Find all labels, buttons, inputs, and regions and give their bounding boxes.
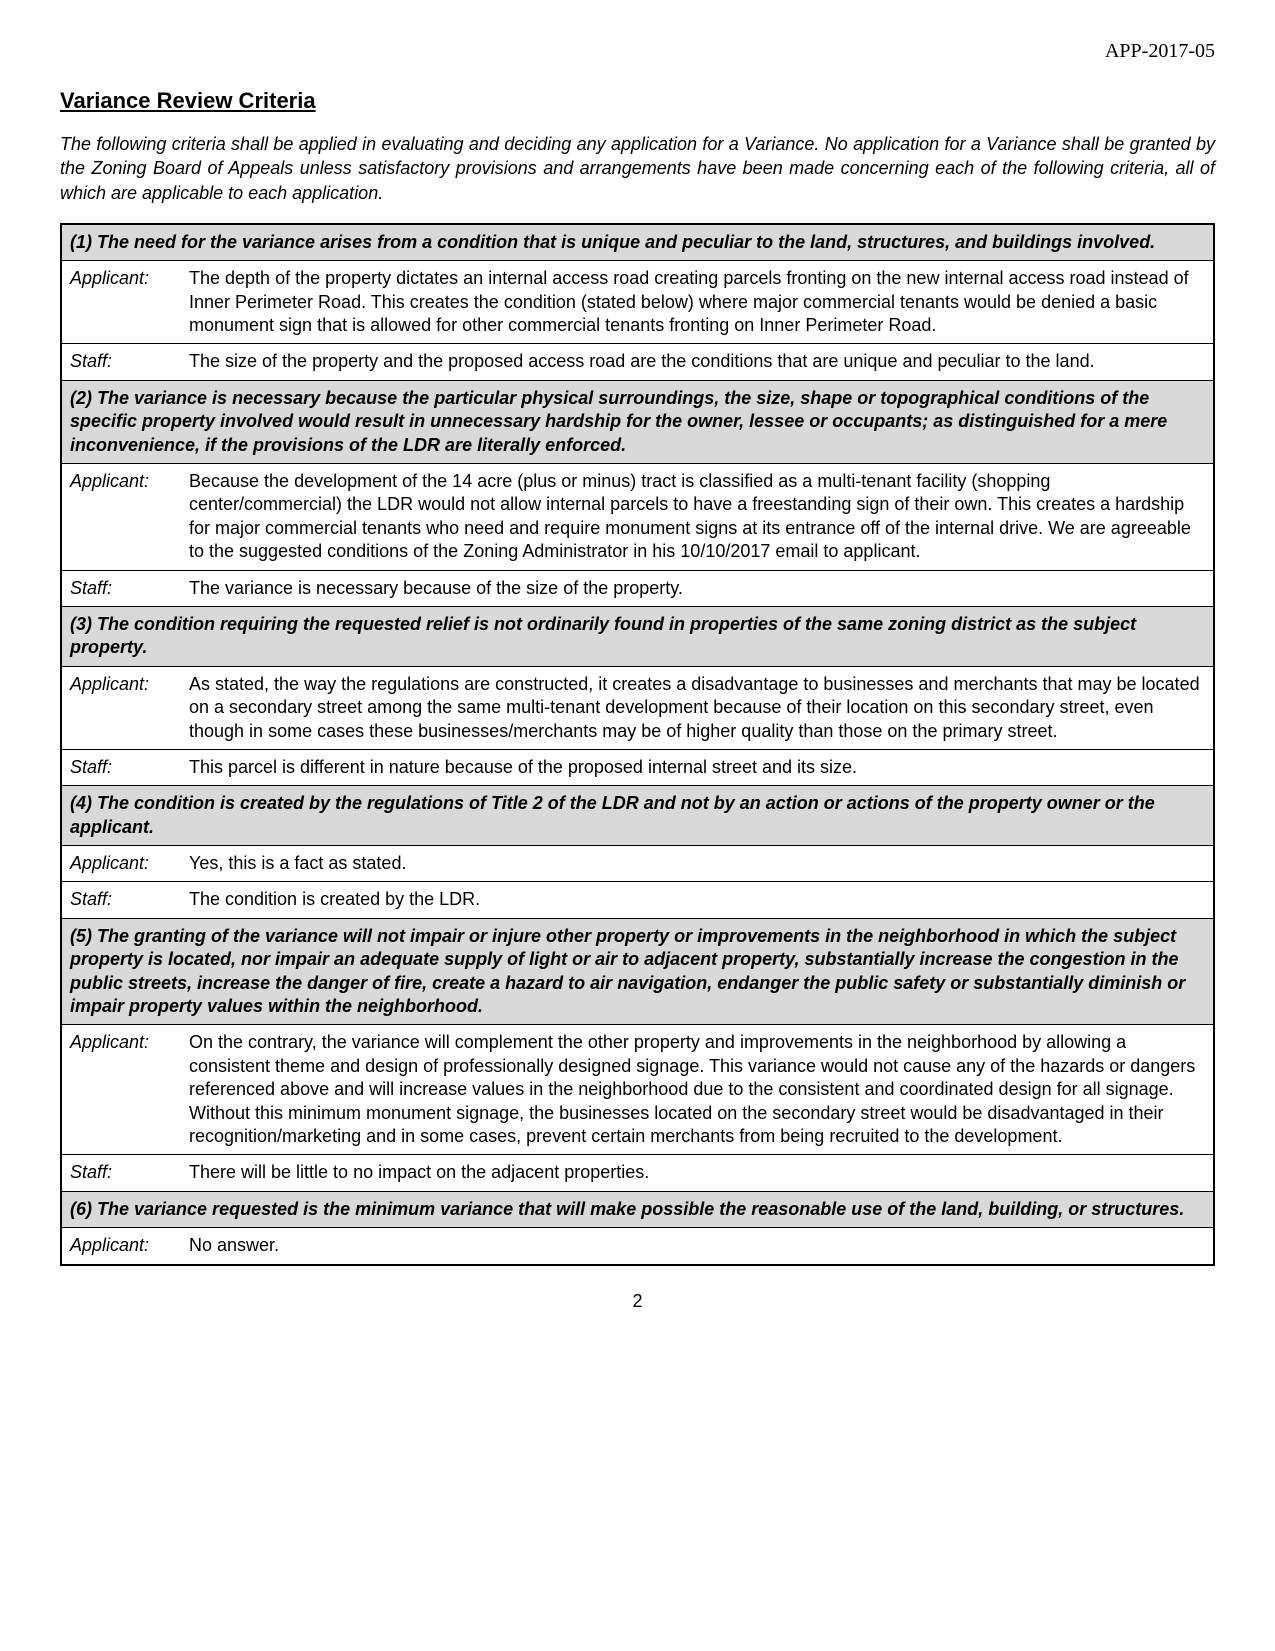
criterion-4-staff-answer: The condition is created by the LDR. [181, 882, 1214, 918]
criterion-2-applicant-answer: Because the development of the 14 acre (… [181, 464, 1214, 571]
intro-paragraph: The following criteria shall be applied … [60, 132, 1215, 205]
criterion-2-staff-label: Staff: [61, 570, 181, 606]
criterion-3-staff-label: Staff: [61, 749, 181, 785]
criterion-4-applicant-label: Applicant: [61, 846, 181, 882]
criterion-4-staff-label: Staff: [61, 882, 181, 918]
criterion-2-heading: (2) The variance is necessary because th… [61, 380, 1214, 463]
criterion-5-applicant-answer: On the contrary, the variance will compl… [181, 1025, 1214, 1155]
criterion-6-applicant-answer: No answer. [181, 1228, 1214, 1265]
criterion-5-heading: (5) The granting of the variance will no… [61, 918, 1214, 1025]
criterion-3-applicant-answer: As stated, the way the regulations are c… [181, 666, 1214, 749]
page-title: Variance Review Criteria [60, 88, 1215, 114]
criterion-4-applicant-answer: Yes, this is a fact as stated. [181, 846, 1214, 882]
criterion-5-staff-label: Staff: [61, 1155, 181, 1191]
criterion-1-applicant-answer: The depth of the property dictates an in… [181, 261, 1214, 344]
criterion-2-staff-answer: The variance is necessary because of the… [181, 570, 1214, 606]
criterion-4-heading: (4) The condition is created by the regu… [61, 786, 1214, 846]
criteria-table: (1) The need for the variance arises fro… [60, 223, 1215, 1266]
criterion-1-applicant-label: Applicant: [61, 261, 181, 344]
criterion-5-staff-answer: There will be little to no impact on the… [181, 1155, 1214, 1191]
criterion-3-heading: (3) The condition requiring the requeste… [61, 606, 1214, 666]
page-number: 2 [60, 1291, 1215, 1312]
criterion-3-applicant-label: Applicant: [61, 666, 181, 749]
criterion-3-staff-answer: This parcel is different in nature becau… [181, 749, 1214, 785]
criterion-1-heading: (1) The need for the variance arises fro… [61, 224, 1214, 261]
criterion-5-applicant-label: Applicant: [61, 1025, 181, 1155]
criterion-6-applicant-label: Applicant: [61, 1228, 181, 1265]
criterion-2-applicant-label: Applicant: [61, 464, 181, 571]
criterion-1-staff-answer: The size of the property and the propose… [181, 344, 1214, 380]
criterion-1-staff-label: Staff: [61, 344, 181, 380]
criterion-6-heading: (6) The variance requested is the minimu… [61, 1191, 1214, 1227]
case-number: APP-2017-05 [60, 40, 1215, 63]
